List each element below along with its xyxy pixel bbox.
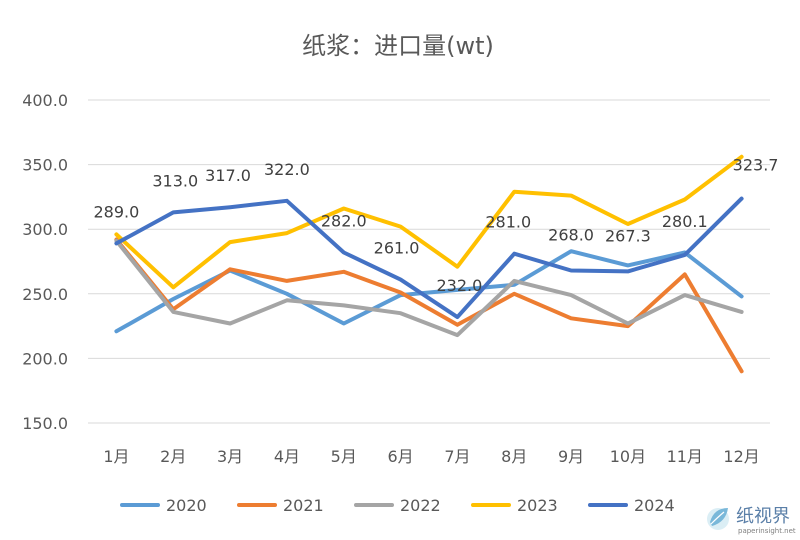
watermark: 纸视界 paperinsight.net <box>707 506 796 535</box>
chart-title: 纸浆：进口量(wt) <box>302 32 494 60</box>
x-tick-label: 6月 <box>387 447 413 466</box>
x-tick-label: 9月 <box>558 447 584 466</box>
legend-item-2022: 2022 <box>354 496 441 515</box>
x-tick-label: 4月 <box>274 447 300 466</box>
x-tick-label: 7月 <box>444 447 470 466</box>
legend-item-2020: 2020 <box>120 496 207 515</box>
x-tick-label: 3月 <box>217 447 243 466</box>
data-label: 322.0 <box>264 160 310 179</box>
data-label: 282.0 <box>321 211 367 230</box>
y-tick-label: 250.0 <box>22 285 68 304</box>
x-axis-ticks: 1月 2月 3月 4月 5月 6月 7月 8月 9月 10月 11月 12月 <box>103 447 759 466</box>
watermark-sub: paperinsight.net <box>738 527 796 535</box>
x-tick-label: 2月 <box>160 447 186 466</box>
x-tick-label: 12月 <box>723 447 759 466</box>
data-label: 280.1 <box>662 212 708 231</box>
x-tick-label: 11月 <box>667 447 703 466</box>
x-tick-label: 1月 <box>103 447 129 466</box>
legend-item-2023: 2023 <box>471 496 558 515</box>
data-label: 281.0 <box>485 213 531 232</box>
series-line-2022 <box>114 238 744 338</box>
data-label: 317.0 <box>205 166 251 185</box>
series-line-2024 <box>114 196 744 320</box>
y-tick-label: 350.0 <box>22 156 68 175</box>
y-axis-ticks: 150.0 200.0 250.0 300.0 350.0 400.0 <box>22 91 68 433</box>
y-tick-label: 200.0 <box>22 349 68 368</box>
y-tick-label: 300.0 <box>22 220 68 239</box>
data-label: 289.0 <box>94 202 140 221</box>
data-label: 261.0 <box>374 239 420 258</box>
legend-item-2021: 2021 <box>237 496 324 515</box>
x-tick-label: 5月 <box>331 447 357 466</box>
legend-label: 2021 <box>283 496 324 515</box>
data-label: 232.0 <box>437 276 483 295</box>
data-labels: 289.0 313.0 317.0 322.0 282.0 261.0 232.0 281.0… <box>94 156 779 295</box>
data-label: 268.0 <box>548 226 594 245</box>
y-tick-label: 150.0 <box>22 414 68 433</box>
legend-label: 2023 <box>517 496 558 515</box>
data-label: 323.7 <box>733 156 779 175</box>
data-label: 267.3 <box>605 226 651 245</box>
legend: 2020 2021 2022 2023 2024 <box>120 496 675 515</box>
data-label: 313.0 <box>152 171 198 190</box>
x-tick-label: 10月 <box>610 447 646 466</box>
legend-label: 2024 <box>634 496 675 515</box>
leaf-logo-icon <box>707 508 729 530</box>
watermark-text: 纸视界 <box>736 506 790 527</box>
x-tick-label: 8月 <box>501 447 527 466</box>
legend-item-2024: 2024 <box>588 496 675 515</box>
series-lines <box>114 154 744 374</box>
legend-label: 2022 <box>400 496 441 515</box>
y-tick-label: 400.0 <box>22 91 68 110</box>
legend-label: 2020 <box>166 496 207 515</box>
series-line-2023 <box>114 154 744 290</box>
